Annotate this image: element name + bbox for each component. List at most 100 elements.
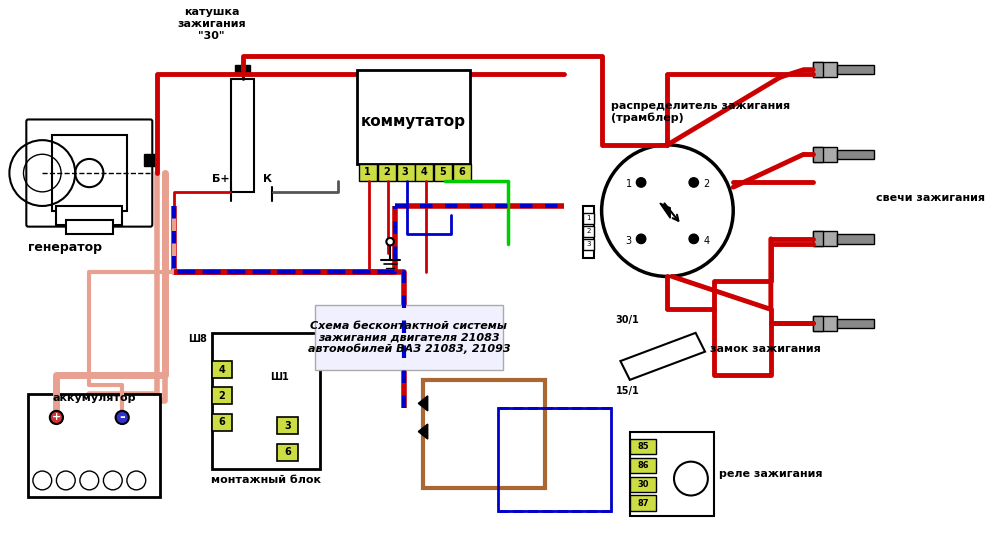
Bar [630,439,656,454]
Text: 3: 3 [402,167,408,177]
Text: 6: 6 [284,447,291,457]
Circle shape [637,178,645,187]
Text: 30/1: 30/1 [616,316,639,325]
Bar [813,232,837,246]
Text: аккумулятор: аккумулятор [53,394,136,403]
Text: распределитель зажигания
(трамблер): распределитель зажигания (трамблер) [611,101,790,123]
Polygon shape [418,424,428,439]
Bar [277,444,298,461]
Circle shape [115,411,129,424]
Bar [583,239,594,250]
Bar [423,380,545,488]
Bar [415,164,433,181]
Text: +: + [52,412,61,423]
Bar [231,79,254,192]
Circle shape [127,471,146,490]
Text: 1: 1 [626,179,632,189]
Text: 6: 6 [218,417,225,427]
Bar [66,220,113,234]
Bar [434,164,452,181]
Bar [813,147,837,162]
Text: Б+: Б+ [212,175,229,185]
Bar [813,147,822,162]
Bar [453,164,471,181]
Circle shape [637,234,645,244]
Text: 4: 4 [218,365,225,375]
Circle shape [602,145,733,276]
Text: Ш8: Ш8 [188,334,207,345]
Bar [630,458,656,473]
Circle shape [689,178,698,187]
Circle shape [674,462,708,495]
Bar [396,164,414,181]
Bar [52,135,127,211]
Bar [144,155,158,165]
Text: 87: 87 [638,498,648,508]
Bar [813,62,837,77]
FancyBboxPatch shape [27,120,152,227]
Text: катушка
зажигания
"30": катушка зажигания "30" [177,8,246,40]
Bar [212,414,232,431]
Text: 4: 4 [421,167,427,177]
Text: 1: 1 [586,215,591,221]
Circle shape [33,471,52,490]
Polygon shape [621,333,705,380]
Bar [57,206,122,225]
Circle shape [57,471,75,490]
Text: 86: 86 [638,461,648,470]
Text: Схема бесконтактной системы
зажигания двигателя 21083
автомобилей ВАЗ 21083, 210: Схема бесконтактной системы зажигания дв… [308,321,510,354]
Bar [212,333,320,469]
Bar [837,319,874,328]
Bar [315,305,502,371]
Bar [583,212,594,224]
Bar [378,164,396,181]
Text: свечи зажигания: свечи зажигания [876,193,985,203]
Bar [212,361,232,378]
Bar [583,225,594,237]
Text: 15/1: 15/1 [616,386,639,396]
Text: коммутатор: коммутатор [361,114,466,129]
Bar [813,316,837,331]
Text: 85: 85 [638,442,648,451]
Text: 3: 3 [284,421,291,431]
Text: монтажный блок: монтажный блок [211,475,321,485]
Text: генератор: генератор [28,241,102,254]
Text: реле зажигания: реле зажигания [719,469,822,479]
Bar [212,387,232,404]
Bar [837,150,874,159]
Bar [837,65,874,74]
Bar [498,408,611,512]
Text: 2: 2 [383,167,389,177]
Circle shape [79,471,98,490]
Text: 3: 3 [626,236,632,246]
Bar [630,431,714,516]
Bar [630,477,656,492]
Polygon shape [660,203,670,218]
Bar [630,495,656,511]
Bar [28,394,160,497]
Circle shape [689,234,698,244]
Polygon shape [418,396,428,411]
Circle shape [386,238,394,246]
Text: 2: 2 [586,228,591,234]
Text: замок зажигания: замок зажигания [710,343,820,354]
Text: 6: 6 [458,167,465,177]
Text: 2: 2 [703,179,709,189]
Bar [813,232,822,246]
Text: 3: 3 [586,241,591,247]
Bar [813,316,822,331]
Circle shape [103,471,122,490]
Text: 2: 2 [218,391,225,401]
Bar [583,206,594,258]
Bar [357,70,470,164]
Text: 30: 30 [638,480,648,489]
Text: 1: 1 [364,167,371,177]
Bar [837,234,874,244]
Circle shape [50,411,63,424]
Text: 4: 4 [703,236,709,246]
Text: -: - [119,411,125,424]
Bar [235,65,250,73]
Bar [359,164,377,181]
Bar [277,418,298,435]
Bar [813,62,822,77]
